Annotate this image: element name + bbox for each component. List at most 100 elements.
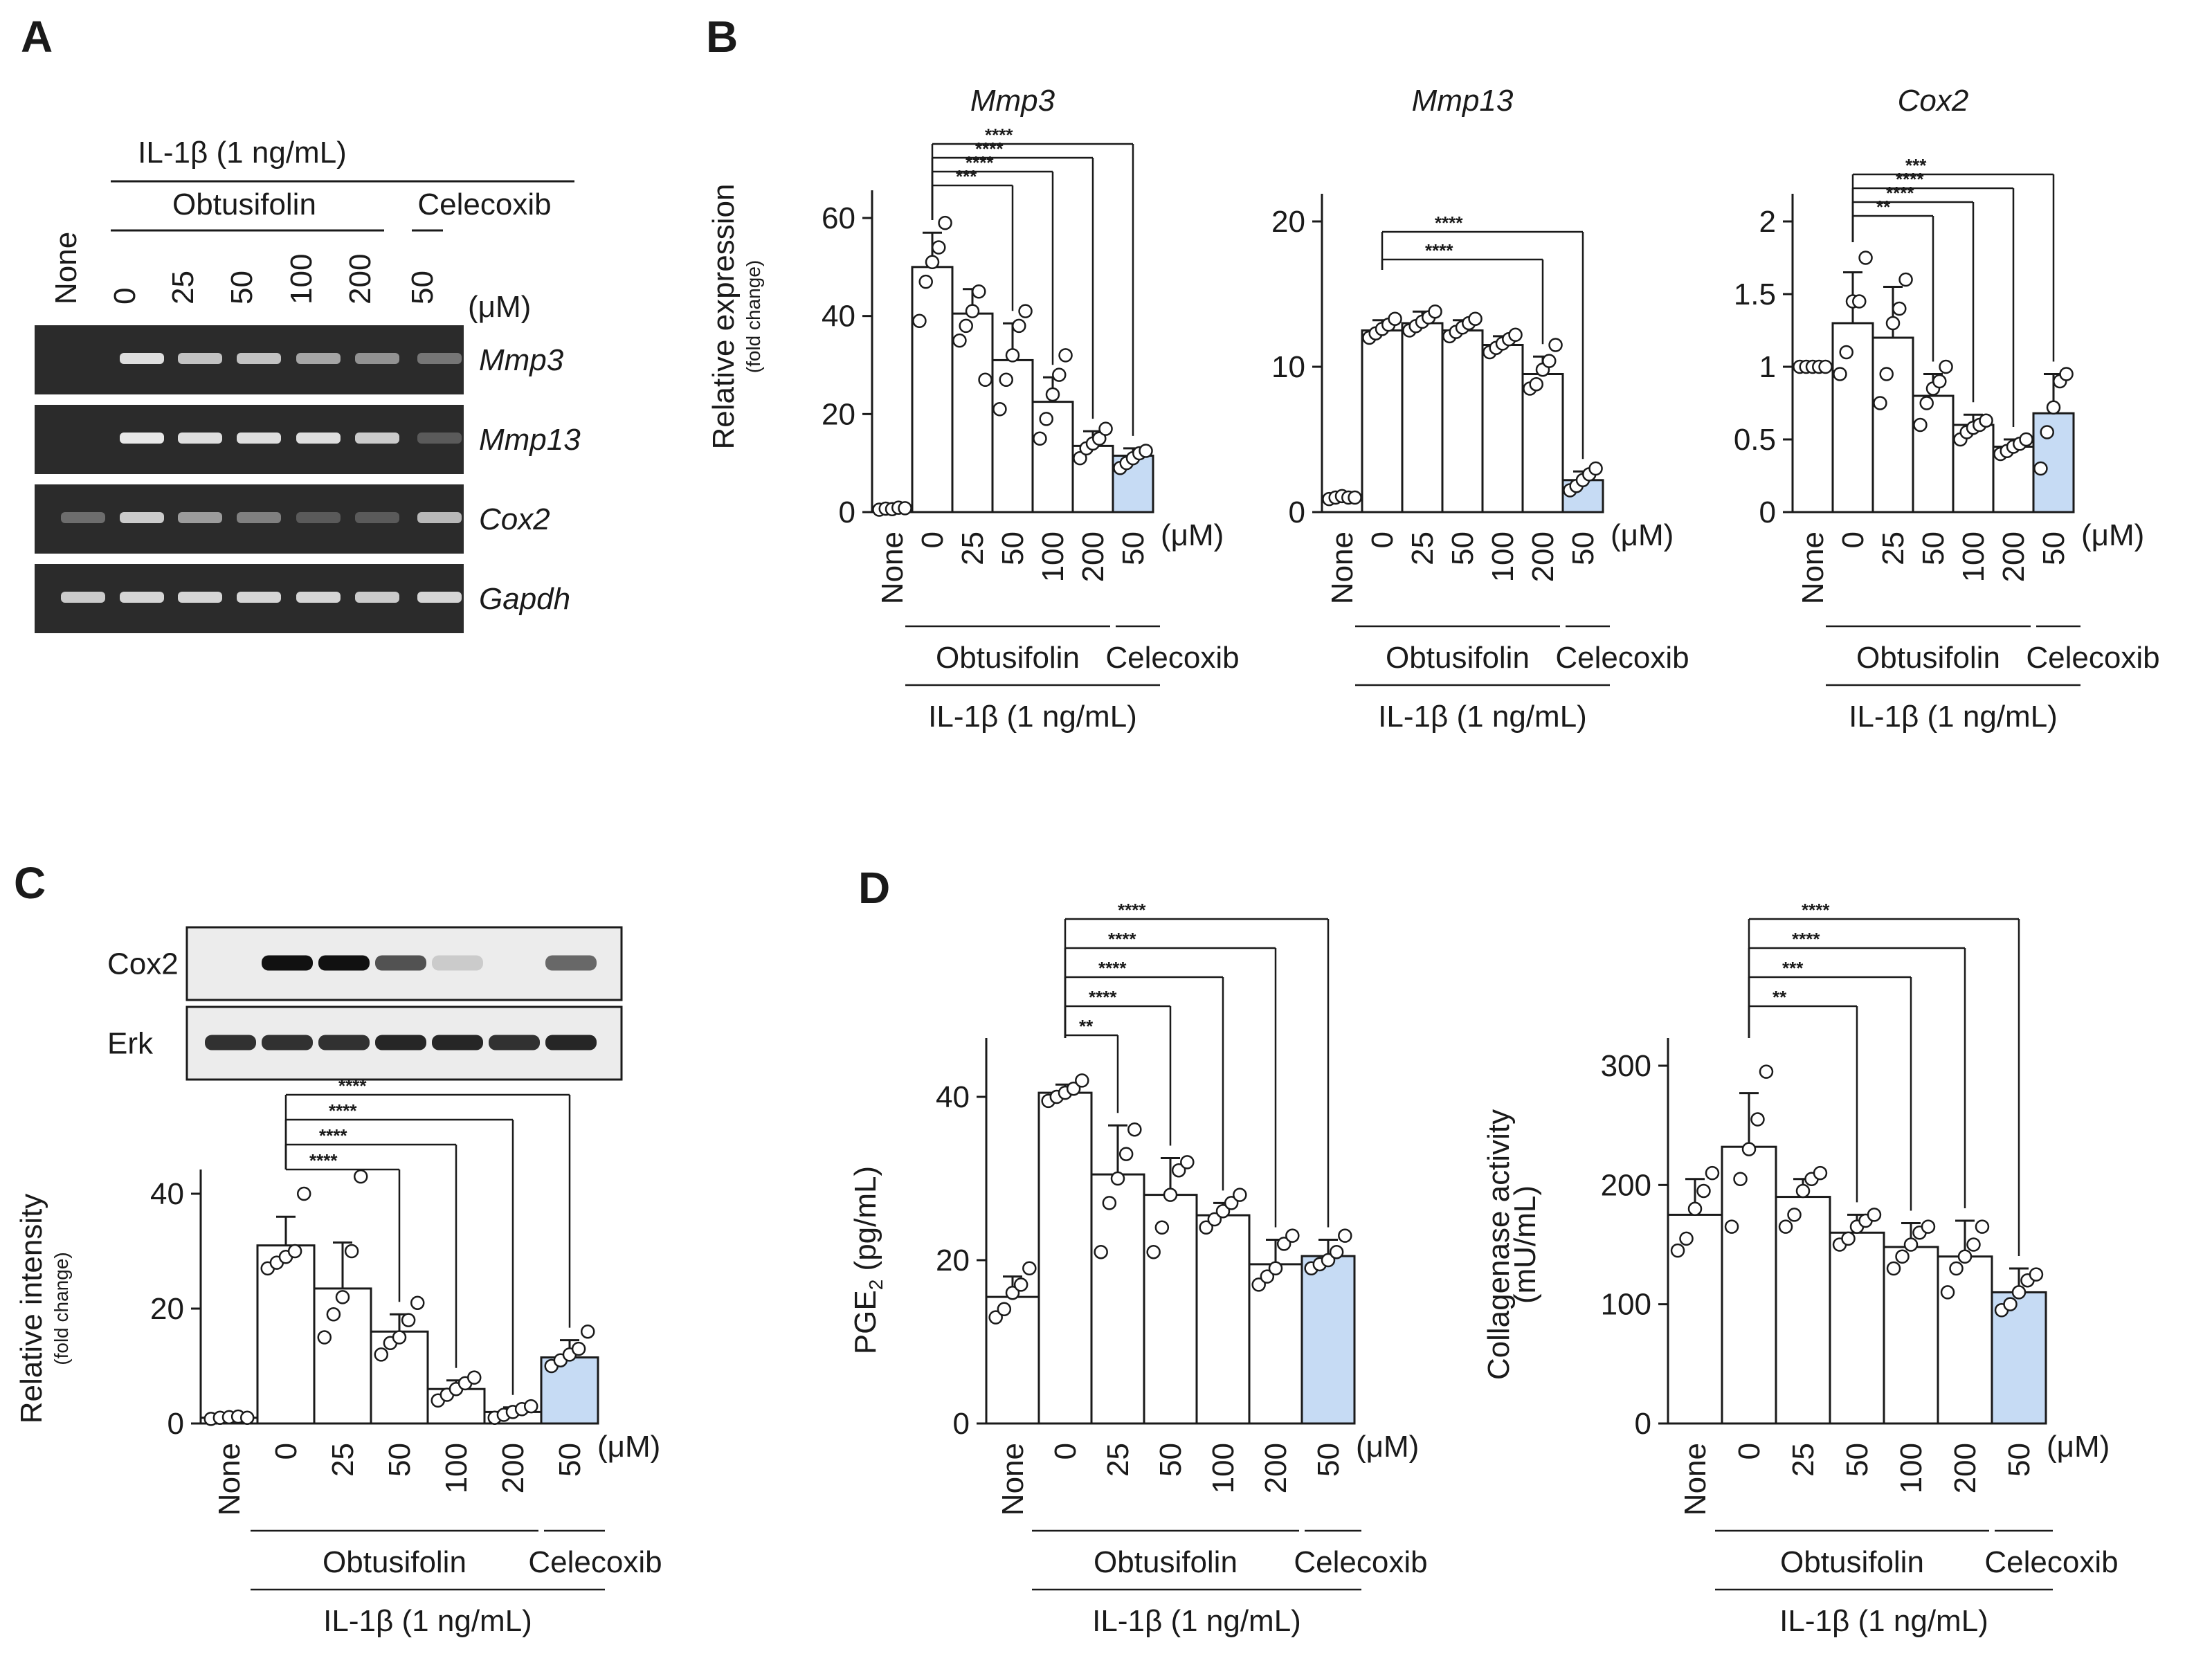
data-point: [1180, 1155, 1195, 1170]
data-point: [1146, 1244, 1161, 1259]
bar: [1361, 329, 1404, 513]
data-point: [2011, 1285, 2027, 1300]
bar: [370, 1330, 429, 1425]
y-tick-label: 60: [822, 201, 855, 235]
data-point: [326, 1307, 341, 1322]
group-label-drug: Obtusifolin: [1386, 641, 1530, 675]
data-point: [1163, 1188, 1178, 1202]
data-point: [1679, 1231, 1694, 1246]
data-point: [1839, 345, 1853, 360]
bar: [1300, 1255, 1356, 1425]
y-axis-label: PGE2 (pg/mL): [849, 1166, 887, 1354]
blot-band: [205, 1035, 256, 1050]
sig-label: **: [1079, 1016, 1094, 1037]
x-tick-label: None: [996, 1443, 1030, 1516]
data-point: [401, 1313, 416, 1327]
data-point: [1251, 1277, 1266, 1292]
data-point: [1092, 431, 1107, 446]
group-label-treatment: IL-1β (1 ng/mL): [1092, 1604, 1301, 1638]
data-point: [410, 1295, 425, 1310]
y-tick-label: 0: [1289, 495, 1305, 529]
gel-band: [61, 512, 105, 523]
units-label: (μM): [2047, 1430, 2110, 1464]
data-point: [1260, 1269, 1275, 1284]
data-point: [1199, 1220, 1213, 1235]
sig-label: ****: [338, 1075, 367, 1096]
data-point: [1873, 396, 1887, 410]
panel-a-units: (μM): [468, 290, 531, 324]
panel-c-western-blots: Cox2 Erk: [107, 926, 623, 1081]
chart-mmp3: 0 20 40 60 Mmp3 Relative expression (fold chan…: [707, 84, 1240, 734]
data-point: [353, 1169, 368, 1184]
data-point: [580, 1324, 595, 1339]
data-point: [1154, 1220, 1170, 1235]
panel-a-drug-label: Obtusifolin: [172, 188, 316, 221]
y-tick-label: 2: [1759, 205, 1776, 239]
y-tick-label: 10: [1271, 350, 1305, 384]
data-point: [1957, 1249, 1973, 1264]
data-point: [999, 372, 1013, 387]
sig-label: ****: [985, 125, 1013, 145]
y-tick-label: 0.5: [1734, 423, 1776, 457]
blot-band: [545, 1035, 597, 1050]
data-point: [1867, 1208, 1882, 1222]
data-point: [1102, 1196, 1117, 1210]
data-point: [1919, 396, 1934, 410]
gel-label-mmp13: Mmp13: [479, 423, 581, 457]
data-point: [1841, 1231, 1856, 1246]
data-point: [1949, 1261, 1964, 1276]
x-tick-label: 200: [1076, 531, 1110, 582]
data-point: [1321, 1253, 1336, 1268]
lane-label: 100: [284, 254, 318, 304]
data-point: [2046, 400, 2061, 415]
panel-label-a: A: [21, 12, 53, 62]
sig-label: ****: [319, 1125, 347, 1146]
y-tick-label: 40: [936, 1080, 970, 1114]
gel-band: [120, 512, 164, 523]
y-axis-label: Collagenase activity: [1482, 1109, 1516, 1380]
panel-a-lane-labels: None 0 25 50 100 200 50: [49, 232, 439, 304]
gel-band: [178, 512, 222, 523]
data-point: [1818, 359, 1833, 374]
data-point: [1098, 421, 1113, 436]
bar: [1401, 322, 1444, 513]
x-tick-label: 25: [956, 531, 990, 565]
x-tick-label: 50: [1312, 1443, 1345, 1477]
sig-label: ****: [309, 1150, 338, 1171]
x-tick-label: 0: [1049, 1443, 1082, 1459]
gel-band: [237, 512, 281, 523]
gel-band: [417, 433, 462, 444]
blot-band: [318, 955, 370, 971]
data-point: [992, 402, 1007, 417]
x-tick-label: 100: [1036, 531, 1070, 582]
y-tick-label: 1.5: [1734, 277, 1776, 311]
data-point: [1588, 461, 1603, 476]
sig-label: ****: [1886, 183, 1914, 203]
blot-band: [262, 1035, 313, 1050]
data-point: [1013, 1277, 1028, 1292]
data-point: [1073, 451, 1087, 466]
panel-a-treatment-label: IL-1β (1 ng/mL): [138, 136, 347, 170]
sig-label: ****: [1896, 169, 1924, 190]
y-axis-label-sub: (mU/mL): [1508, 1185, 1542, 1304]
sig-label: ****: [1435, 212, 1463, 233]
blot-band: [432, 1035, 483, 1050]
y-tick-label: 40: [822, 300, 855, 334]
x-tick-label: 25: [326, 1443, 360, 1477]
gel-band: [355, 433, 399, 444]
sig-label: ***: [956, 166, 977, 187]
data-point: [1005, 348, 1020, 363]
data-point: [1233, 1188, 1247, 1202]
bar: [1721, 1145, 1777, 1425]
y-tick-label: 20: [936, 1244, 970, 1277]
sig-label: ****: [1089, 987, 1117, 1008]
data-point: [1778, 1219, 1793, 1234]
data-point: [1058, 348, 1073, 363]
sig-label: ****: [1425, 240, 1453, 261]
y-axis-label-sub: (fold change): [51, 1252, 72, 1365]
y-tick-label: 20: [150, 1292, 184, 1326]
x-tick-label: None: [1796, 531, 1830, 604]
gel-band: [417, 592, 462, 603]
data-point: [1005, 1285, 1020, 1300]
x-tick-label: 50: [2037, 531, 2071, 565]
